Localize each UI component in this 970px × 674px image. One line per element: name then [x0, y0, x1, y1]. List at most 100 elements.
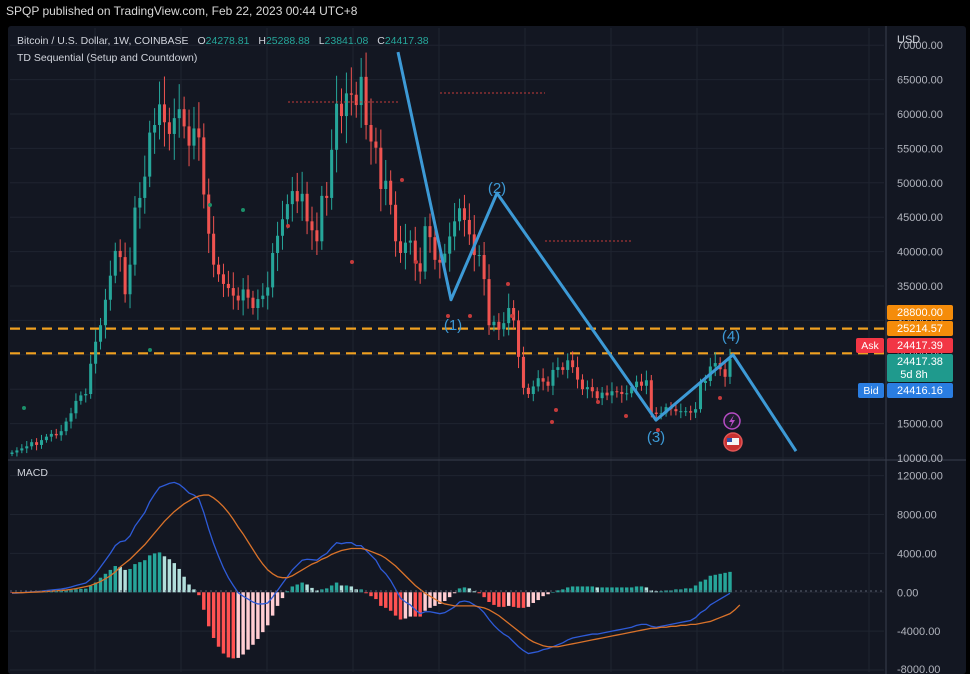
ask-badge [887, 338, 953, 353]
candle [644, 370, 648, 395]
macd-histogram-bar [339, 585, 344, 593]
candle [25, 440, 29, 454]
candle [398, 225, 403, 263]
wave-label-3: (3) [647, 429, 665, 446]
price-tick-label: 60000.00 [897, 109, 943, 121]
open-value: 24278.81 [206, 35, 250, 47]
macd-histogram-bar [713, 574, 717, 593]
macd-histogram-bar [388, 592, 393, 611]
price-tick-label: 10000.00 [897, 453, 943, 465]
candle [723, 361, 727, 387]
td-marker [506, 282, 510, 286]
candle [64, 417, 68, 436]
macd-histogram-bar [329, 585, 334, 593]
macd-histogram-bar [693, 585, 698, 593]
candle [79, 391, 83, 405]
candle [153, 108, 157, 154]
macd-histogram-bar [261, 592, 265, 633]
td-marker [446, 314, 450, 318]
candle [187, 109, 191, 167]
macd-histogram-bar [275, 592, 280, 606]
level-badge-1 [887, 305, 953, 320]
candle [649, 374, 653, 418]
macd-histogram-bar [54, 591, 58, 593]
candle [423, 217, 427, 280]
macd-histogram-bar [428, 592, 432, 608]
bid-tag-label: Bid [863, 385, 878, 397]
candle [561, 362, 565, 375]
macd-histogram-bar [413, 592, 417, 617]
candle [610, 382, 614, 404]
macd-histogram-bar [482, 592, 486, 598]
low-value: 23841.08 [325, 35, 369, 47]
candle [177, 84, 181, 138]
macd-histogram-bar [162, 556, 167, 593]
candle [448, 222, 452, 272]
publish-header: SPQP published on TradingView.com, Feb 2… [6, 4, 358, 18]
macd-histogram-bar [698, 581, 703, 593]
currency-label: USD [897, 34, 920, 46]
candle [689, 405, 693, 421]
price-badges: 28800.00 25214.57 Ask 24417.39 24417.38 … [856, 305, 953, 398]
candle [585, 380, 589, 399]
candle [413, 226, 417, 281]
level-badge-1-text: 28800.00 [897, 307, 943, 319]
candle [384, 159, 388, 206]
macd-histogram-bar [585, 586, 590, 593]
candle [408, 230, 412, 255]
candle [295, 172, 299, 214]
macd-histogram-bar [84, 588, 88, 593]
candle [256, 289, 260, 320]
candles[interactable] [10, 52, 732, 457]
candle [162, 76, 166, 147]
candle [320, 185, 324, 250]
macd-histogram-bar [182, 576, 186, 593]
macd-histogram-bar [197, 592, 201, 596]
candle [74, 393, 78, 419]
price-tick-label: 35000.00 [897, 281, 943, 293]
macd-histogram-bar [629, 587, 634, 593]
macd-histogram-bar [639, 586, 644, 593]
event-icons[interactable] [723, 412, 743, 452]
macd-histogram-bar [128, 568, 132, 593]
macd-histogram-bar [103, 573, 108, 593]
macd-histogram-bar [93, 582, 98, 593]
candle [325, 181, 329, 216]
key-levels [10, 327, 884, 355]
macd-histogram-bar [364, 592, 368, 594]
candle [394, 191, 398, 257]
macd-histogram-bar [556, 590, 560, 593]
level-badge-2-text: 25214.57 [897, 323, 943, 335]
last-price-badge [887, 354, 953, 382]
candle [418, 247, 422, 284]
price-tick-label: 65000.00 [897, 75, 943, 87]
candle [49, 430, 53, 442]
macd-histogram-bar [521, 592, 526, 608]
macd-tick-label: 4000.00 [897, 548, 937, 560]
macd-histogram-bar [305, 584, 309, 593]
candle [315, 212, 319, 255]
macd-histogram-bar [256, 592, 260, 639]
macd-histogram-bar [123, 569, 127, 593]
td-marker [596, 400, 600, 404]
candle [369, 98, 373, 165]
candle [207, 178, 211, 254]
candle [167, 107, 171, 151]
macd-histogram-bar [231, 592, 236, 659]
close-value: 24417.38 [385, 35, 429, 47]
macd-tick-label: -8000.00 [897, 664, 940, 674]
macd-histogram-bar [241, 592, 245, 655]
macd-histogram-bar [251, 592, 255, 645]
td-sequential-markers [22, 92, 722, 432]
macd-histogram-bar [152, 553, 157, 593]
macd-histogram-bar [270, 592, 275, 616]
macd-axis[interactable]: -8000.00 -4000.00 0.00 4000.00 8000.00 12000.… [897, 471, 943, 674]
macd-histogram-bar [462, 587, 467, 593]
flag-stripe-icon [727, 438, 732, 442]
candle [118, 239, 122, 272]
macd-histogram-bar [147, 555, 152, 593]
candle [330, 129, 334, 210]
price-axis[interactable]: 10000.0015000.0020000.0025000.0030000.00… [897, 40, 943, 465]
